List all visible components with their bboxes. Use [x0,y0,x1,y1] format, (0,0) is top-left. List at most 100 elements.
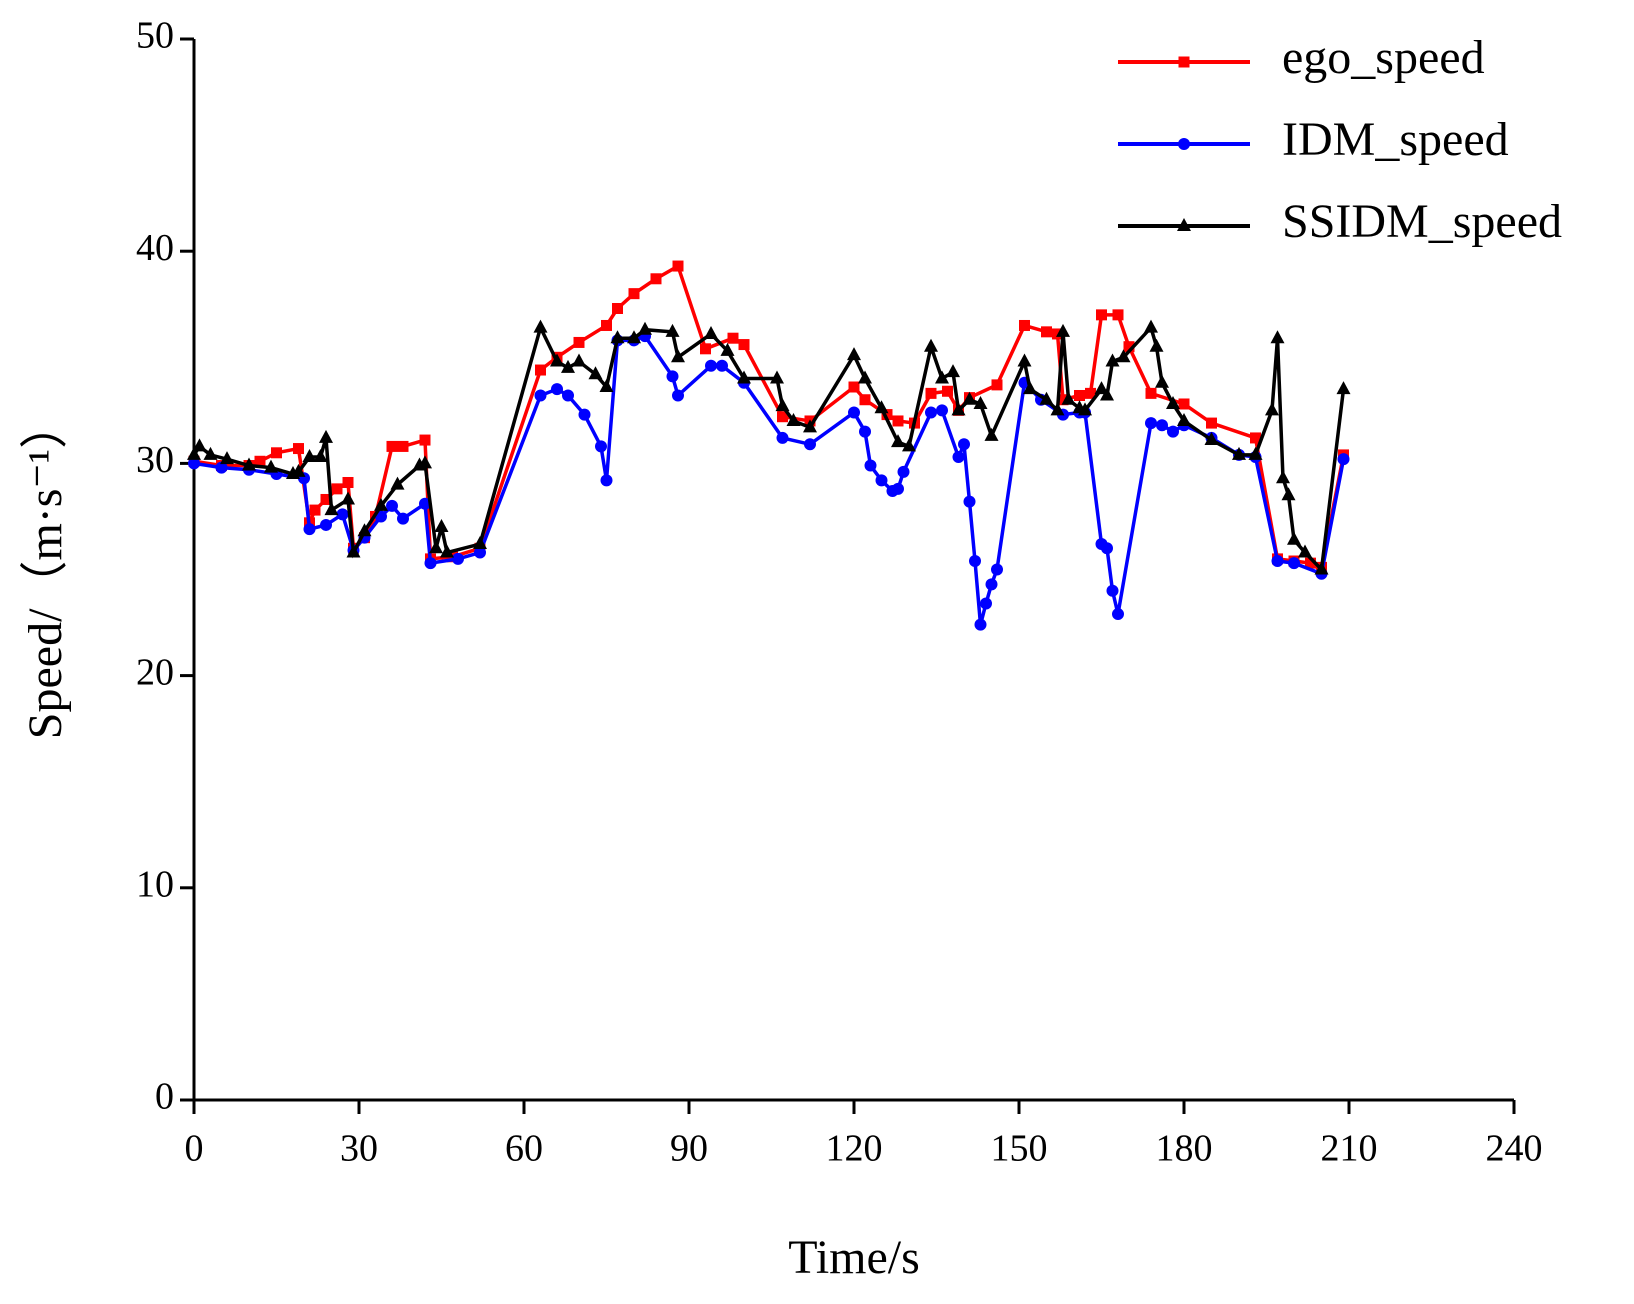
marker [1166,395,1180,409]
marker [1061,391,1076,405]
marker [187,446,201,460]
marker [1096,309,1107,321]
marker [203,446,218,460]
marker [1287,531,1301,545]
y-tick-label: 0 [155,1076,174,1118]
marker [188,457,200,470]
marker [973,395,988,409]
x-tick-label: 0 [185,1128,204,1170]
marker [1204,432,1219,446]
marker [1155,374,1169,388]
marker [1178,398,1190,410]
marker [535,364,546,376]
marker [1248,446,1263,460]
marker [727,332,739,344]
marker [599,379,614,393]
marker [665,323,680,337]
marker [309,504,321,516]
marker [980,597,992,610]
marker [1074,389,1085,401]
marker [1056,323,1070,337]
marker [991,563,1003,576]
marker [1149,338,1164,352]
marker [434,519,449,533]
marker [672,389,684,402]
marker [573,336,585,348]
marker [1265,402,1279,416]
marker [264,459,278,473]
marker [1101,542,1113,555]
x-tick-label: 30 [340,1128,378,1170]
marker [1298,544,1312,558]
marker [848,406,860,419]
marker [1305,557,1316,569]
marker [716,359,728,372]
marker [958,438,970,451]
marker [925,387,937,399]
x-tick-label: 150 [991,1128,1048,1170]
marker [424,557,437,570]
marker [1337,453,1350,466]
marker [1078,402,1092,416]
marker [1206,417,1217,429]
marker [215,461,228,474]
marker [737,370,751,384]
legend-label: IDM_speed [1282,113,1509,166]
marker [242,457,256,471]
marker [946,364,960,378]
marker [1100,387,1114,401]
marker [1023,381,1037,395]
marker [627,330,641,344]
legend-label: SSIDM_speed [1282,195,1562,248]
marker [859,394,871,406]
marker [991,379,1003,391]
marker [942,385,953,397]
y-tick-label: 30 [136,439,174,481]
marker [638,321,652,335]
marker [671,349,685,363]
marker [578,408,591,421]
marker [1116,349,1131,363]
marker [874,400,889,414]
marker [1276,470,1290,484]
marker [859,425,871,438]
marker [419,434,431,446]
marker [738,339,750,351]
marker [985,578,998,591]
marker [952,451,965,464]
marker [864,459,877,472]
legend-marker [1178,56,1190,68]
marker [1123,341,1135,353]
marker [848,381,860,393]
marker [346,544,361,558]
marker [601,319,612,331]
marker [1112,608,1124,621]
marker [419,497,431,510]
marker [847,347,861,361]
marker [925,406,937,419]
x-tick-label: 180 [1156,1128,1213,1170]
y-axis-title: Speed/（m·s⁻¹） [19,401,72,739]
series-line [193,333,1346,626]
marker [192,438,207,452]
marker [962,391,977,405]
marker [324,502,339,516]
marker [858,370,872,384]
marker [600,474,613,487]
marker [1232,446,1246,460]
marker [610,330,625,344]
marker [1288,557,1300,570]
marker [892,415,904,427]
y-tick-label: 40 [136,227,174,269]
marker [1145,417,1157,430]
marker [1281,487,1296,501]
marker [881,409,893,421]
marker [705,359,717,372]
marker [452,552,464,565]
marker [776,431,789,444]
x-axis-title: Time/s [788,1231,920,1284]
marker [803,419,817,433]
marker [650,273,662,285]
marker [924,338,938,352]
marker [1314,561,1329,575]
